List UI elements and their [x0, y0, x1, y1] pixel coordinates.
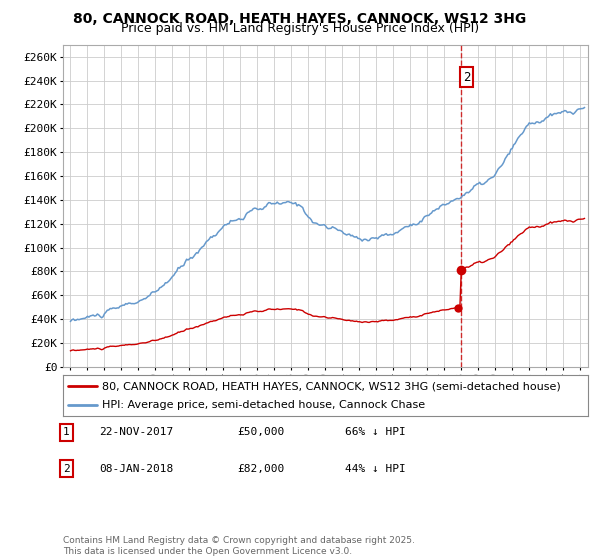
Text: 80, CANNOCK ROAD, HEATH HAYES, CANNOCK, WS12 3HG (semi-detached house): 80, CANNOCK ROAD, HEATH HAYES, CANNOCK, …	[103, 381, 561, 391]
Text: 2: 2	[463, 71, 470, 83]
Text: 44% ↓ HPI: 44% ↓ HPI	[345, 464, 406, 474]
Text: 66% ↓ HPI: 66% ↓ HPI	[345, 427, 406, 437]
Text: 2: 2	[63, 464, 70, 474]
Text: 22-NOV-2017: 22-NOV-2017	[99, 427, 173, 437]
Text: Contains HM Land Registry data © Crown copyright and database right 2025.
This d: Contains HM Land Registry data © Crown c…	[63, 536, 415, 556]
Text: £82,000: £82,000	[237, 464, 284, 474]
Text: £50,000: £50,000	[237, 427, 284, 437]
Text: Price paid vs. HM Land Registry's House Price Index (HPI): Price paid vs. HM Land Registry's House …	[121, 22, 479, 35]
Text: 1: 1	[63, 427, 70, 437]
Text: 08-JAN-2018: 08-JAN-2018	[99, 464, 173, 474]
Text: HPI: Average price, semi-detached house, Cannock Chase: HPI: Average price, semi-detached house,…	[103, 400, 425, 409]
Text: 80, CANNOCK ROAD, HEATH HAYES, CANNOCK, WS12 3HG: 80, CANNOCK ROAD, HEATH HAYES, CANNOCK, …	[73, 12, 527, 26]
